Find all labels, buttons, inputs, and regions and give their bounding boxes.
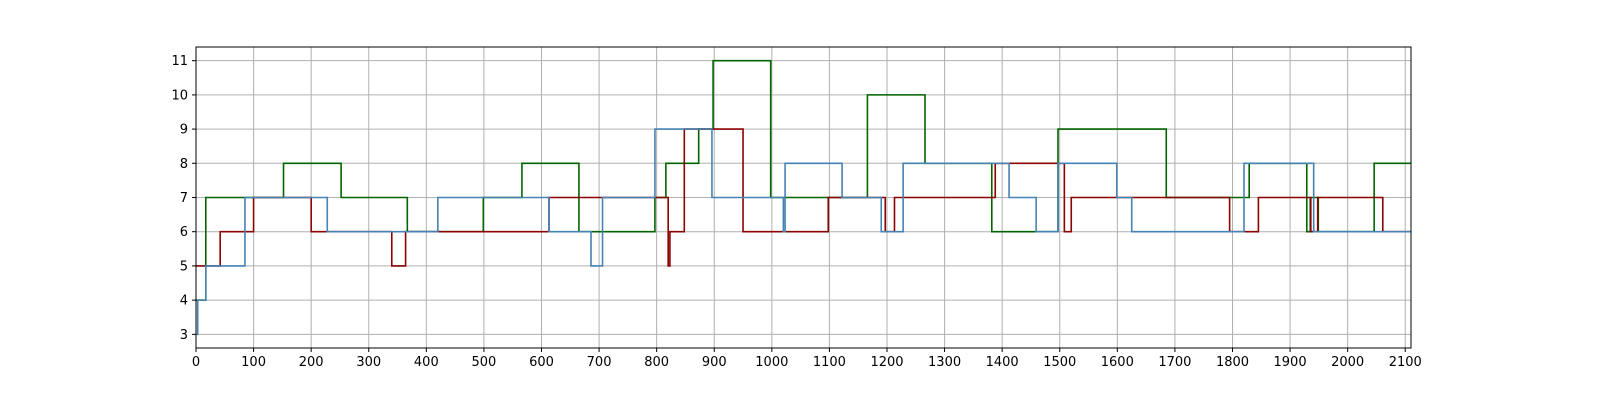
x-tick-label-17: 1700 (1158, 355, 1191, 370)
series-lines (196, 59, 1411, 336)
x-tick-label-19: 1900 (1274, 355, 1307, 370)
x-tick-label-14: 1400 (986, 355, 1019, 370)
x-tick-label-5: 500 (472, 355, 497, 370)
y-tick-label-1: 4 (180, 294, 188, 309)
x-tick-label-8: 800 (644, 355, 669, 370)
x-tick-label-0: 0 (192, 355, 200, 370)
x-tick-label-9: 900 (702, 355, 727, 370)
x-tick-label-7: 700 (587, 355, 612, 370)
y-tick-label-0: 3 (180, 328, 188, 343)
y-tick-label-8: 11 (171, 54, 188, 69)
x-tick-label-10: 1000 (755, 355, 788, 370)
x-tick-label-20: 2000 (1331, 355, 1364, 370)
x-tick-label-1: 100 (241, 355, 266, 370)
series-2-line (196, 128, 1411, 267)
axis-ticks: 0 100 200 300 400 500 600 700 800 900 1000 1100 1200… (171, 54, 1421, 370)
x-tick-label-6: 600 (529, 355, 554, 370)
x-tick-label-2: 200 (299, 355, 324, 370)
y-tick-label-6: 9 (180, 123, 188, 138)
x-tick-label-13: 1300 (928, 355, 961, 370)
x-tick-label-11: 1100 (813, 355, 846, 370)
grid-lines (195, 47, 1411, 348)
x-tick-label-21: 2100 (1389, 355, 1422, 370)
x-tick-label-15: 1500 (1043, 355, 1076, 370)
x-tick-label-3: 300 (356, 355, 381, 370)
series-3-line (196, 128, 1411, 336)
y-tick-label-7: 10 (171, 88, 188, 103)
y-tick-label-3: 6 (180, 225, 188, 240)
y-tick-label-2: 5 (180, 259, 188, 274)
x-tick-label-4: 400 (414, 355, 439, 370)
x-tick-label-18: 1800 (1216, 355, 1249, 370)
y-tick-label-5: 8 (180, 157, 188, 172)
y-tick-label-4: 7 (180, 191, 188, 206)
x-tick-label-16: 1600 (1101, 355, 1134, 370)
x-tick-label-12: 1200 (870, 355, 903, 370)
series-1-line (196, 59, 1411, 301)
